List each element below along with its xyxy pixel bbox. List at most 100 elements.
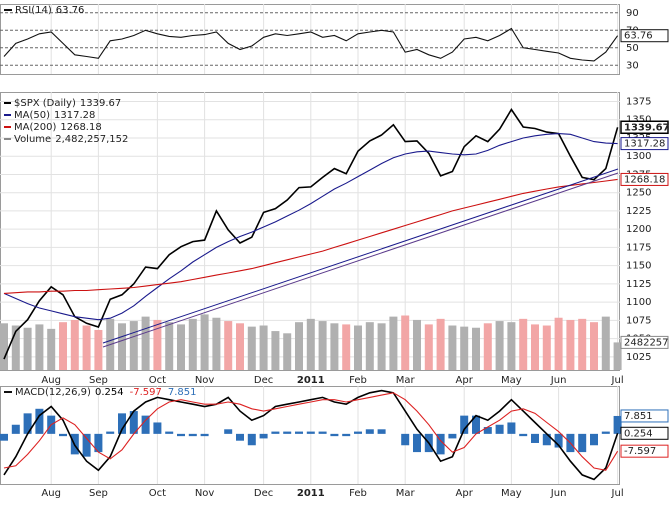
legend-value: 63.76 <box>56 5 85 16</box>
value-tag-box <box>620 120 669 135</box>
volume-bar <box>330 323 339 370</box>
histogram-bar <box>259 433 268 439</box>
histogram-bar <box>177 433 185 437</box>
volume-bar <box>82 325 91 370</box>
series-line <box>3 133 618 321</box>
histogram-bar <box>283 431 292 434</box>
legend-name: MACD(12,26,9) <box>15 387 91 398</box>
histogram-bar <box>153 422 162 434</box>
volume-bar <box>129 321 138 370</box>
volume-bar <box>472 327 480 370</box>
legend-entry: RSI(14) 63.76 <box>15 5 84 16</box>
histogram-bar <box>118 413 126 434</box>
volume-bar <box>118 323 126 370</box>
histogram-bar <box>413 433 421 453</box>
y-tick-label: 30 <box>626 60 639 71</box>
volume-bar <box>377 323 386 370</box>
volume-bar <box>342 324 351 370</box>
histogram-bar <box>141 415 150 434</box>
panel <box>0 4 620 75</box>
series-line <box>3 108 619 360</box>
histogram-bar <box>495 424 504 434</box>
volume-bar <box>531 324 539 370</box>
y-tick-label: 1150 <box>626 261 651 272</box>
x-tick-label: May <box>501 375 522 386</box>
histogram-bar <box>448 433 457 439</box>
volume-bar <box>354 325 362 370</box>
value-tag-box <box>620 29 669 43</box>
legend-entry: MACD(12,26,9) 0.254 -7.597 7.851 <box>15 387 196 398</box>
volume-bar <box>448 325 457 370</box>
volume-bar <box>613 342 622 370</box>
x-tick-label: Jul <box>611 488 624 499</box>
x-tick-label: Oct <box>149 488 166 499</box>
series-line <box>3 389 619 481</box>
x-tick-label: Sep <box>89 375 108 386</box>
legend-value: 0.254 <box>95 387 124 398</box>
value-tag: 1339.67 <box>624 122 670 133</box>
histogram-bar <box>0 433 8 441</box>
histogram-bar <box>507 422 516 434</box>
histogram-bar <box>519 433 528 437</box>
volume-bar <box>519 318 528 370</box>
volume-bar <box>601 316 610 370</box>
volume-bar <box>177 324 185 370</box>
x-tick-label: Jul <box>611 375 624 386</box>
histogram-bar <box>200 433 209 437</box>
volume-bar <box>236 323 244 370</box>
histogram-bar <box>613 415 622 434</box>
y-tick-label: 1175 <box>626 242 651 253</box>
histogram-bar <box>247 433 256 446</box>
histogram-bar <box>165 431 174 434</box>
y-tick-label: 1350 <box>626 115 651 126</box>
legend-name: MA(50) <box>14 110 50 121</box>
series-line <box>3 392 619 471</box>
volume-bar <box>542 325 551 370</box>
histogram-bar <box>601 431 610 434</box>
histogram-bar <box>11 424 20 434</box>
histogram-bar <box>436 433 445 455</box>
series-line <box>3 27 619 62</box>
histogram-bar <box>483 427 492 434</box>
histogram-bar <box>354 431 362 434</box>
x-tick-label: Aug <box>41 375 61 386</box>
volume-bar <box>413 319 421 370</box>
histogram-bar <box>318 431 327 434</box>
volume-bar <box>436 318 445 370</box>
volume-bar <box>554 317 563 370</box>
panel <box>0 386 620 485</box>
volume-bar <box>141 316 150 370</box>
x-tick-label: Dec <box>254 375 273 386</box>
volume-bar <box>507 322 516 370</box>
x-tick-label: Mar <box>396 375 416 386</box>
y-tick-label: 1100 <box>626 297 651 308</box>
value-tag-box <box>620 137 669 151</box>
y-tick-label: 90 <box>626 8 639 19</box>
histogram-bar <box>306 431 315 434</box>
histogram-bar <box>542 433 551 446</box>
trend-line <box>102 168 619 344</box>
volume-bar <box>401 315 410 370</box>
volume-bar <box>271 331 280 370</box>
volume-bar <box>224 321 233 370</box>
histogram-bar <box>590 433 598 446</box>
series-line <box>3 178 618 294</box>
histogram-bar <box>224 429 233 434</box>
volume-bar <box>566 319 575 370</box>
y-tick-label: 1300 <box>626 151 651 162</box>
histogram-bar <box>82 433 91 457</box>
value-tag: 1268.18 <box>624 174 665 185</box>
histogram-bar <box>460 415 469 434</box>
x-tick-label: Mar <box>396 488 416 499</box>
volume-bar <box>94 329 103 370</box>
x-tick-label: May <box>501 488 522 499</box>
legend-entry: MA(200) 1268.18 <box>14 122 102 133</box>
x-tick-label: Sep <box>89 488 108 499</box>
histogram-bar <box>554 433 563 448</box>
value-tag: -7.597 <box>624 446 656 457</box>
x-tick-label: Nov <box>195 375 215 386</box>
volume-bar <box>23 327 32 370</box>
volume-bar <box>0 323 8 370</box>
x-tick-label: Dec <box>254 488 273 499</box>
